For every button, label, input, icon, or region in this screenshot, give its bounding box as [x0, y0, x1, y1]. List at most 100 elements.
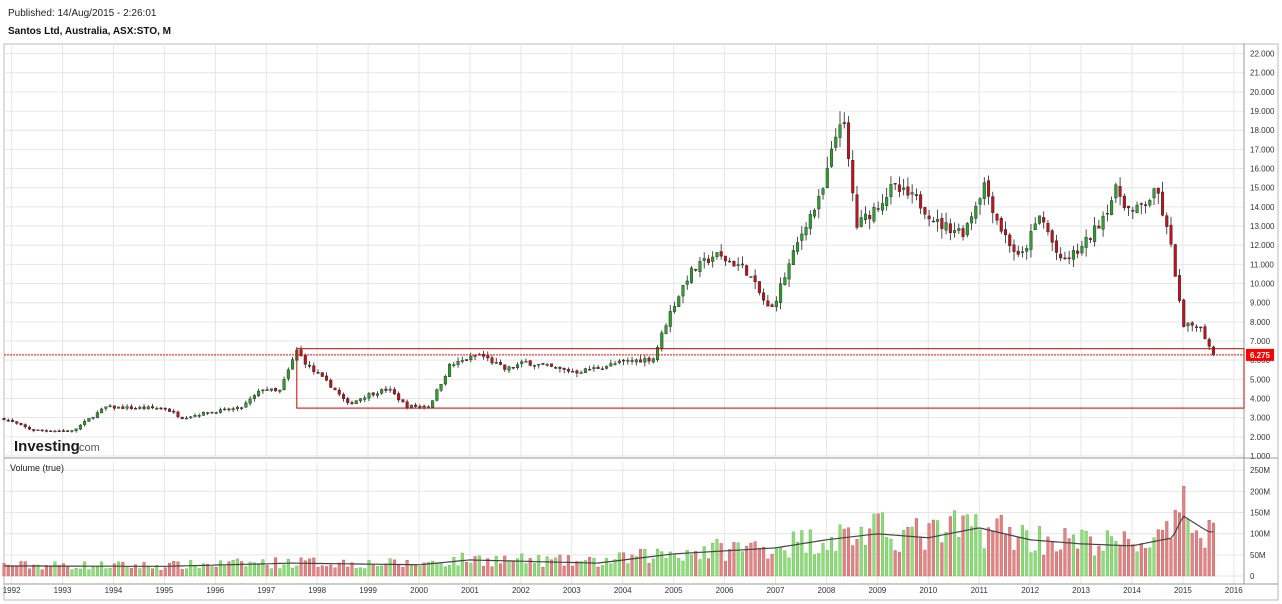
candle-body: [1059, 253, 1063, 259]
volume-bar: [851, 545, 855, 577]
volume-bar: [23, 561, 27, 577]
candle-body: [1169, 224, 1173, 245]
candle-body: [927, 215, 931, 220]
volume-bar: [36, 564, 40, 577]
volume-bar: [1042, 554, 1046, 577]
candle-body: [193, 415, 197, 417]
candle-body: [1177, 275, 1182, 301]
candle-body: [384, 388, 388, 391]
volume-bar: [291, 567, 295, 577]
volume-bar: [541, 567, 545, 577]
volume-bar: [732, 542, 736, 577]
candle-body: [231, 408, 235, 411]
volume-bar: [104, 568, 108, 577]
volume-bar: [261, 559, 265, 577]
volume-bar: [1080, 529, 1084, 577]
candle-body: [770, 304, 774, 307]
candle-body: [656, 347, 660, 361]
candle-body: [982, 182, 986, 199]
candle-body: [303, 355, 307, 365]
candle-body: [647, 357, 651, 362]
candle-body: [651, 358, 655, 363]
candle-body: [214, 412, 218, 414]
candle-body: [278, 389, 282, 392]
candle-body: [728, 260, 732, 263]
candle-body: [422, 405, 426, 408]
price-candles: [2, 111, 1215, 433]
candle-body: [218, 409, 222, 413]
volume-bar: [889, 538, 893, 577]
candle-body: [1080, 246, 1084, 254]
candle-body: [74, 428, 78, 431]
volume-bar: [715, 539, 719, 577]
candle-body: [813, 209, 817, 217]
candle-body: [329, 380, 333, 388]
volume-bar: [1122, 531, 1126, 577]
volume-bar: [1037, 526, 1041, 577]
price-y-tick: 2.000: [1250, 433, 1271, 442]
x-year-tick: 2008: [818, 586, 836, 595]
candle-body: [418, 405, 422, 408]
volume-bar: [914, 518, 918, 577]
candle-body: [87, 418, 91, 422]
candle-body: [15, 421, 19, 424]
candle-body: [448, 364, 452, 377]
volume-bar: [371, 564, 375, 577]
volume-bar: [91, 565, 95, 577]
volume-bar: [639, 548, 643, 577]
volume-bar: [528, 558, 532, 577]
candle-body: [414, 404, 418, 407]
volume-bar: [460, 552, 464, 577]
candle-body: [511, 367, 515, 369]
candle-body: [66, 430, 70, 432]
x-year-tick: 2002: [512, 586, 530, 595]
candle-body: [931, 220, 935, 223]
volume-bar: [706, 558, 710, 577]
candle-body: [711, 256, 715, 262]
volume-bar: [970, 526, 974, 577]
candle-body: [643, 358, 647, 363]
candle-body: [473, 355, 477, 357]
candle-body: [698, 261, 702, 272]
candle-body: [970, 216, 974, 224]
volume-bar: [643, 548, 647, 577]
candle-body: [740, 263, 744, 266]
candle-body: [486, 355, 490, 359]
volume-bar: [503, 555, 507, 577]
volume-bar: [923, 549, 927, 577]
volume-bar: [1127, 539, 1131, 577]
candle-body: [40, 429, 44, 432]
candle-body: [235, 406, 239, 409]
candle-body: [851, 160, 855, 194]
candle-body: [337, 389, 341, 395]
candle-body: [668, 311, 672, 327]
candle-body: [1203, 326, 1207, 339]
volume-bar: [452, 556, 456, 577]
candle-body: [1037, 215, 1041, 224]
volume-bar: [821, 542, 825, 577]
volume-bar: [1063, 528, 1067, 577]
candle-body: [431, 400, 435, 408]
candle-body: [965, 223, 969, 236]
candle-body: [948, 223, 952, 234]
candle-body: [1008, 234, 1012, 247]
candle-body: [957, 228, 961, 231]
volume-bar: [83, 561, 87, 577]
candle-body: [745, 265, 749, 276]
candle-body: [974, 205, 978, 219]
candle-body: [736, 264, 740, 266]
candle-body: [1016, 250, 1020, 255]
volume-bar: [248, 561, 252, 577]
candle-body: [999, 218, 1003, 232]
volume-bar: [1118, 546, 1122, 577]
volume-bar: [880, 512, 884, 577]
candle-body: [897, 184, 901, 192]
volume-bar: [562, 565, 566, 577]
candle-body: [49, 430, 53, 433]
candle-body: [660, 332, 664, 349]
candle-body: [583, 368, 587, 373]
candle-body: [1190, 322, 1194, 326]
candle-body: [558, 366, 562, 369]
price-y-tick: 20.000: [1250, 88, 1275, 97]
candle-body: [817, 196, 821, 210]
